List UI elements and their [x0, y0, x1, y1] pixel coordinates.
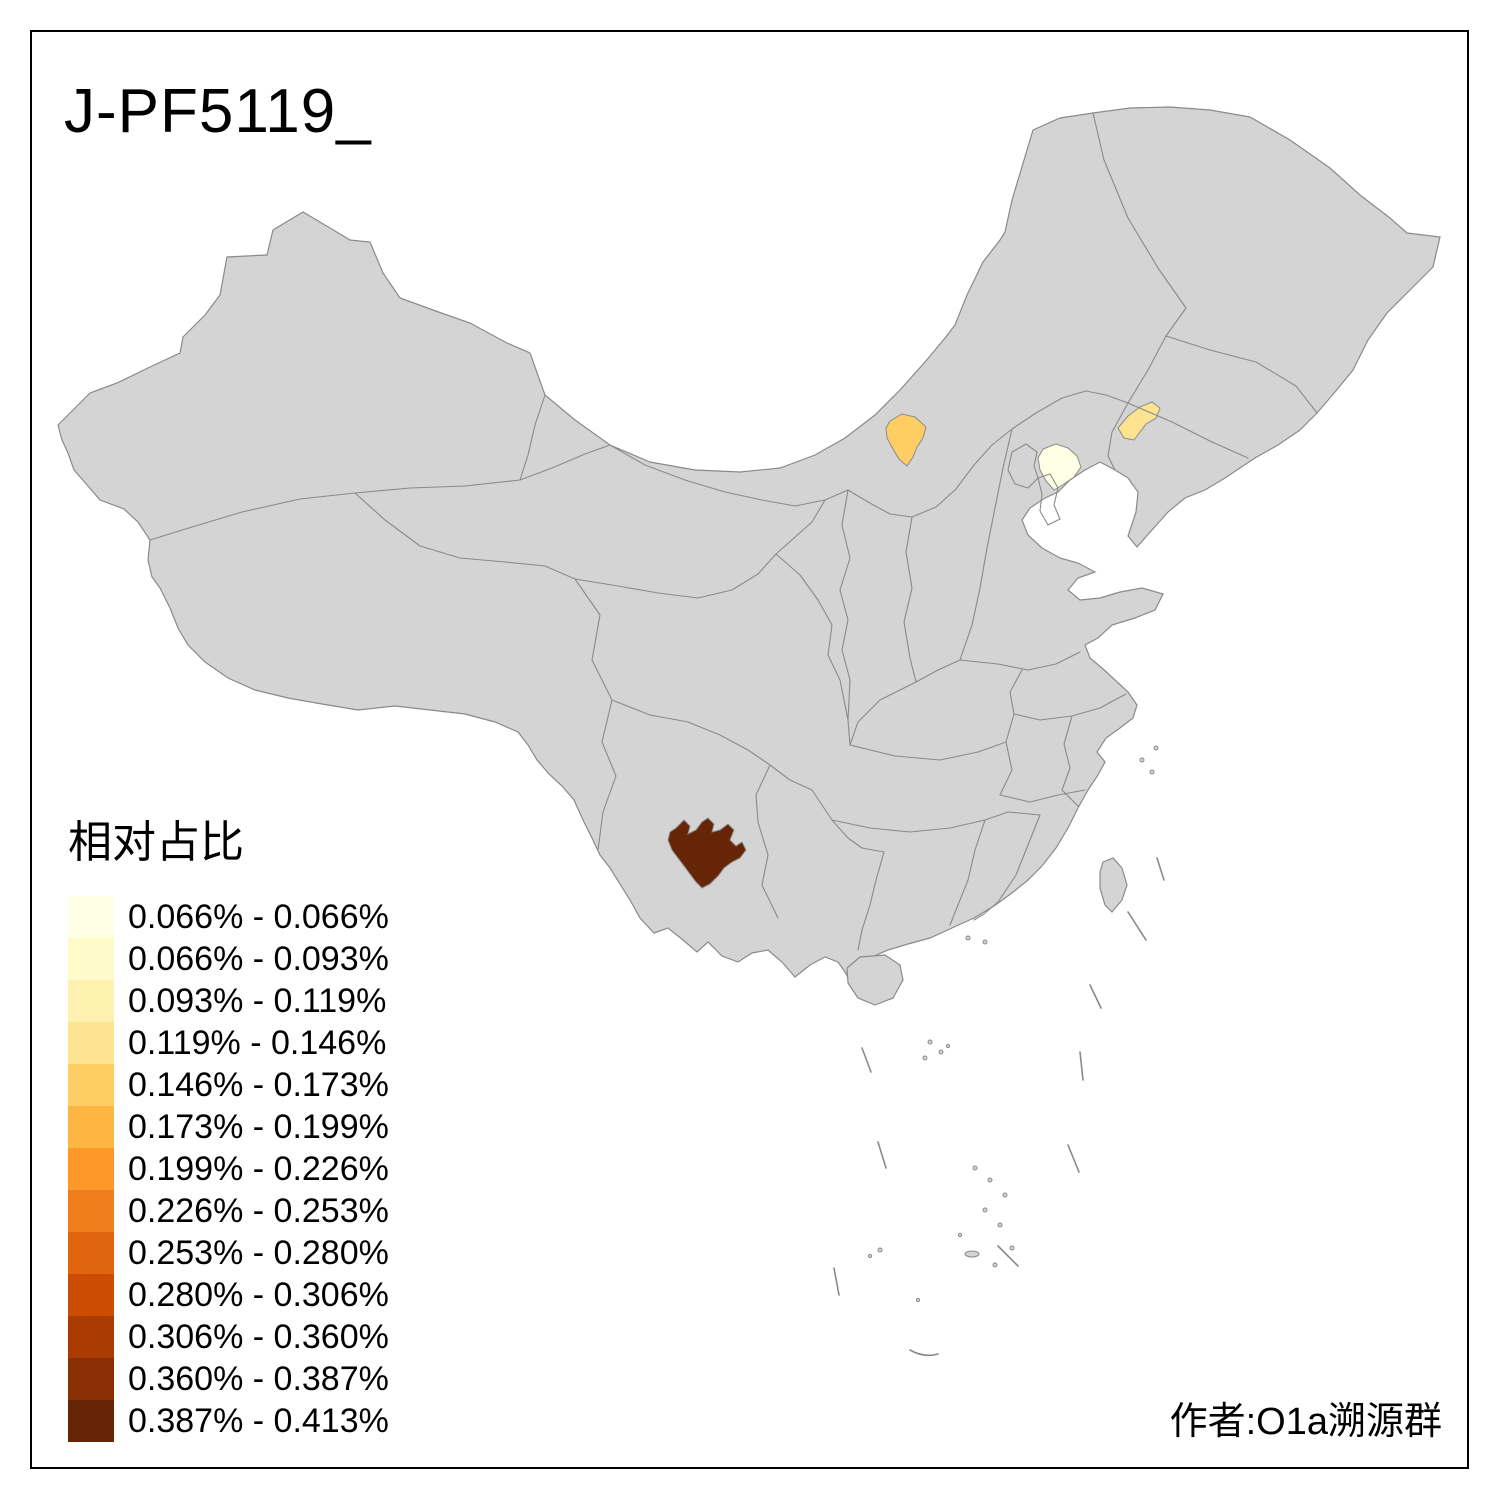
legend-bin-label: 0.253% - 0.280%: [128, 1233, 389, 1272]
taiwan-island: [1099, 857, 1128, 913]
legend-row: 0.173% - 0.199%: [68, 1106, 389, 1148]
legend-swatch: [68, 1274, 114, 1316]
legend-swatch: [68, 1106, 114, 1148]
attribution: 作者:O1a溯源群: [1169, 1401, 1442, 1443]
legend-swatch: [68, 1358, 114, 1400]
legend-bin-label: 0.066% - 0.093%: [128, 939, 389, 978]
legend-row: 0.253% - 0.280%: [68, 1232, 389, 1274]
legend-row: 0.226% - 0.253%: [68, 1190, 389, 1232]
legend-swatch: [68, 980, 114, 1022]
legend-bin-label: 0.119% - 0.146%: [128, 1023, 387, 1062]
legend-row: 0.146% - 0.173%: [68, 1064, 389, 1106]
highlight-region-liaoning: [1117, 401, 1161, 441]
legend-row: 0.360% - 0.387%: [68, 1358, 389, 1400]
nine-dash-line: [833, 857, 1165, 1357]
legend-swatch: [68, 1190, 114, 1232]
legend-bin-label: 0.387% - 0.413%: [128, 1401, 389, 1440]
legend-row: 0.280% - 0.306%: [68, 1274, 389, 1316]
legend-bin-label: 0.066% - 0.066%: [128, 897, 389, 936]
legend-bin-label: 0.199% - 0.226%: [128, 1149, 389, 1188]
legend-bin-label: 0.146% - 0.173%: [128, 1065, 389, 1104]
legend-row: 0.387% - 0.413%: [68, 1400, 389, 1442]
highlight-region-hebei-tangshan: [1037, 443, 1082, 491]
highlight-region-inner-mongolia: [885, 413, 927, 467]
legend-title: 相对占比: [68, 818, 244, 867]
legend-row: 0.066% - 0.066%: [68, 896, 389, 938]
legend-swatch: [68, 1232, 114, 1274]
province-borders: [149, 112, 1318, 951]
legend-row: 0.199% - 0.226%: [68, 1148, 389, 1190]
legend-bin-label: 0.280% - 0.306%: [128, 1275, 389, 1314]
small-islands: [867, 745, 1159, 1303]
legend-bin-label: 0.173% - 0.199%: [128, 1107, 389, 1146]
china-mainland: [57, 106, 1441, 996]
hainan-island: [846, 954, 904, 1006]
legend-swatch: [68, 938, 114, 980]
legend-row: 0.093% - 0.119%: [68, 980, 389, 1022]
legend-bin-label: 0.093% - 0.119%: [128, 981, 387, 1020]
legend-swatch: [68, 1022, 114, 1064]
figure-title: J-PF5119_: [64, 77, 372, 146]
legend: 相对占比 0.066% - 0.066% 0.066% - 0.093% 0.093…: [68, 806, 389, 1442]
legend-row: 0.119% - 0.146%: [68, 1022, 389, 1064]
legend-rows: 0.066% - 0.066% 0.066% - 0.093% 0.093% - 0…: [68, 896, 389, 1442]
legend-row: 0.066% - 0.093%: [68, 938, 389, 980]
legend-swatch: [68, 1148, 114, 1190]
legend-bin-label: 0.226% - 0.253%: [128, 1191, 389, 1230]
legend-bin-label: 0.360% - 0.387%: [128, 1359, 389, 1398]
highlight-region-yunnan: [667, 817, 747, 889]
legend-swatch: [68, 896, 114, 938]
legend-bin-label: 0.306% - 0.360%: [128, 1317, 389, 1356]
legend-swatch: [68, 1316, 114, 1358]
legend-swatch: [68, 1064, 114, 1106]
legend-row: 0.306% - 0.360%: [68, 1316, 389, 1358]
legend-swatch: [68, 1400, 114, 1442]
